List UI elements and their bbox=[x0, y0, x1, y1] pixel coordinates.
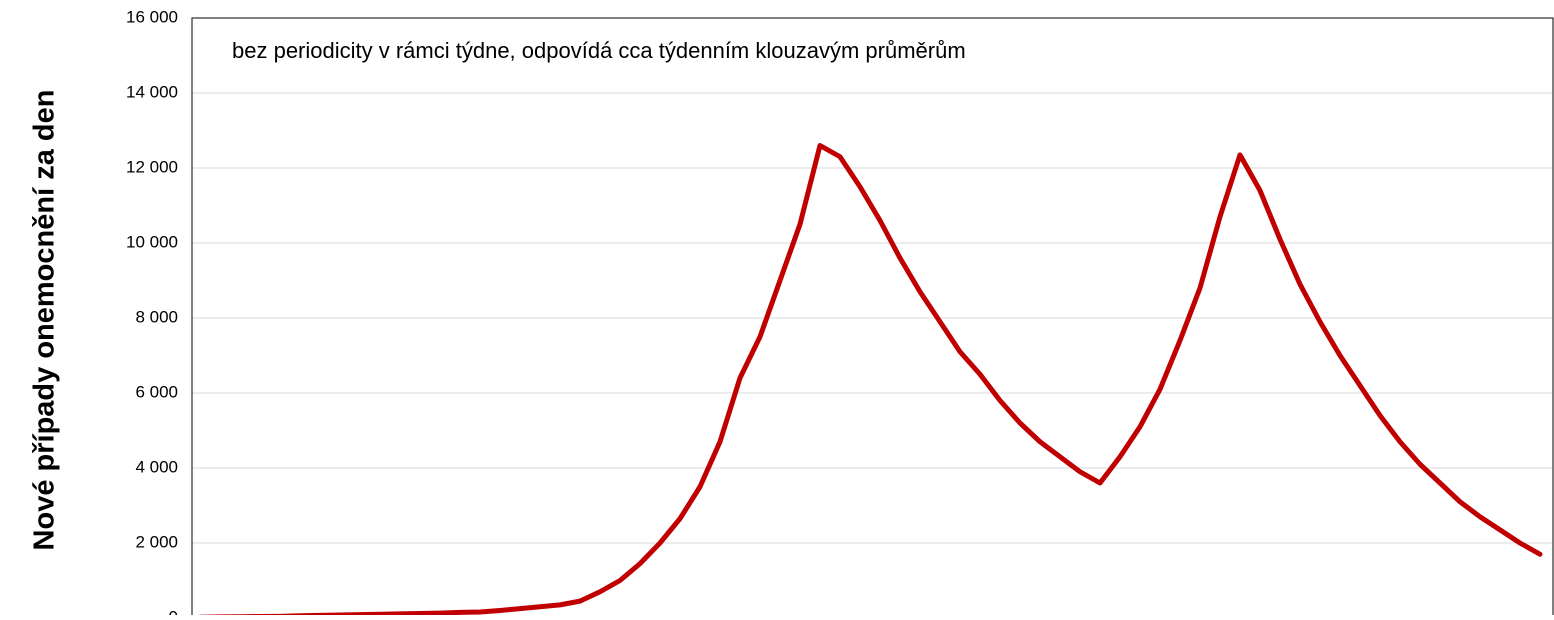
annotation: bez periodicity v rámci týdne, odpovídá … bbox=[232, 38, 966, 63]
y-tick-label: 4 000 bbox=[135, 457, 178, 476]
y-axis-label: Nové případy onemocnění za den bbox=[29, 90, 61, 551]
y-tick-label: 0 bbox=[169, 607, 178, 615]
y-tick-label: 8 000 bbox=[135, 307, 178, 326]
y-tick-label: 16 000 bbox=[126, 7, 178, 26]
data-line bbox=[197, 143, 1543, 620]
y-tick-label: 6 000 bbox=[135, 382, 178, 401]
y-tick-label: 12 000 bbox=[126, 157, 178, 176]
y-tick-label: 10 000 bbox=[126, 232, 178, 251]
plot-frame bbox=[191, 17, 1554, 619]
y-tick-label: 14 000 bbox=[126, 82, 178, 101]
y-tick-label: 2 000 bbox=[135, 532, 178, 551]
